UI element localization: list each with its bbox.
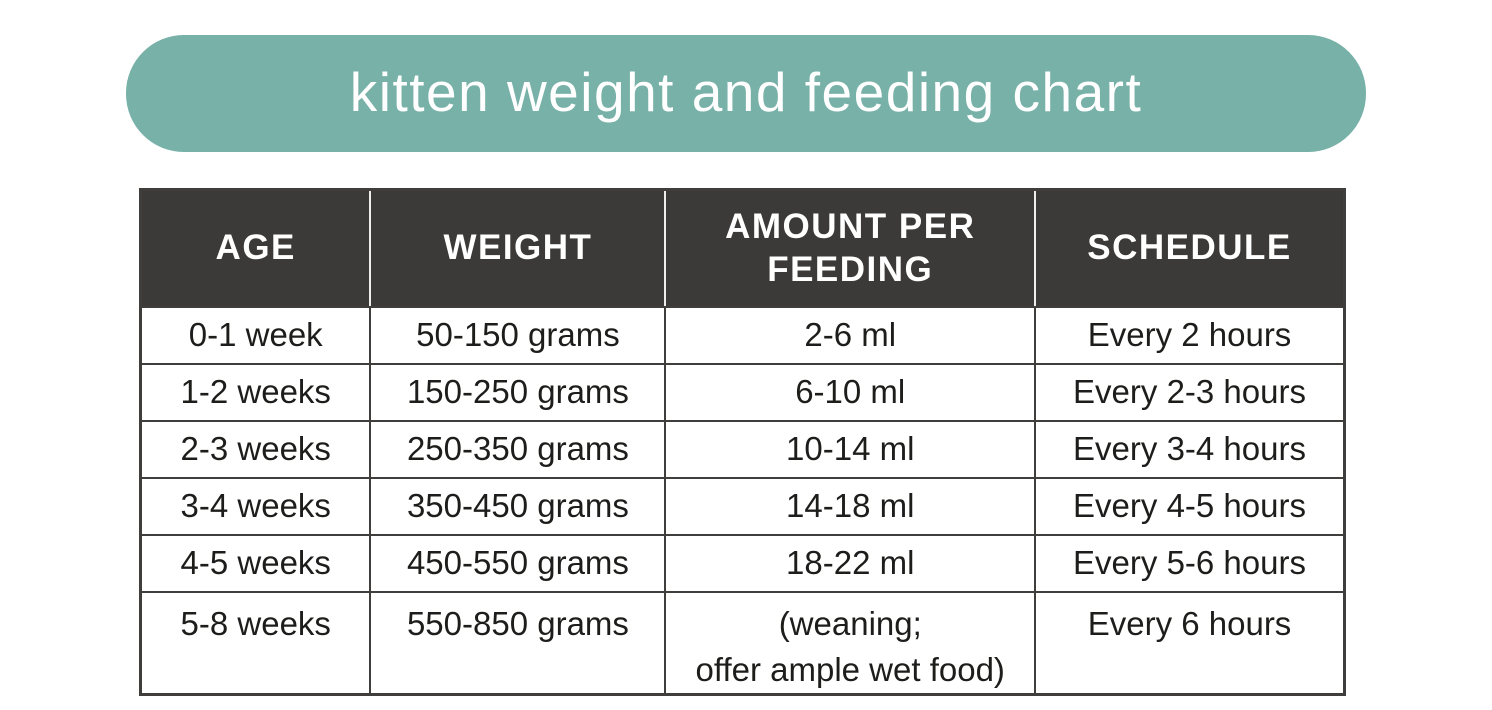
cell-weight-text: 250-350 grams [406,429,629,467]
title-banner: kitten weight and feeding chart [126,35,1366,152]
cell-amount: 10-14 ml [664,419,1037,479]
cell-schedule: Every 6 hours [1034,590,1346,696]
cell-age-text: 5-8 weeks [180,604,331,642]
cell-weight: 450-550 grams [369,533,667,593]
cell-amount: 14-18 ml [664,476,1037,536]
cell-schedule: Every 5-6 hours [1034,533,1346,593]
cell-age: 2-3 weeks [139,419,372,479]
table-body: 0-1 week 50-150 grams 2-6 ml Every 2 hou… [139,305,1346,696]
cell-weight: 150-250 grams [369,362,667,422]
header-row: AGE WEIGHT AMOUNT PER FEEDING SCHEDULE [140,189,1345,308]
cell-weight: 550-850 grams [369,590,667,696]
cell-age-text: 4-5 weeks [180,543,331,581]
cell-age-text: 0-1 week [188,315,323,353]
cell-age-text: 2-3 weeks [180,429,331,467]
cell-weight: 250-350 grams [369,419,667,479]
cell-weight: 50-150 grams [369,305,667,365]
cell-age: 4-5 weeks [139,533,372,593]
cell-schedule: Every 4-5 hours [1034,476,1346,536]
cell-schedule-text: Every 5-6 hours [1073,543,1306,581]
cell-schedule: Every 2 hours [1034,305,1346,365]
cell-amount-text: 18-22 ml [786,543,915,581]
header-cell-weight: WEIGHT [369,189,666,308]
table-row: 3-4 weeks 350-450 grams 14-18 ml Every 4… [139,476,1346,536]
header-cell-age: AGE [140,189,371,308]
cell-schedule-text: Every 2 hours [1087,315,1292,353]
cell-amount-text: 2-6 ml [804,315,897,353]
cell-amount-text: 6-10 ml [795,372,906,410]
table-row: 1-2 weeks 150-250 grams 6-10 ml Every 2-… [139,362,1346,422]
cell-amount-text: (weaning; offer ample wet food) [695,604,1005,688]
cell-schedule-text: Every 3-4 hours [1073,429,1306,467]
cell-weight-text: 450-550 grams [406,543,629,581]
cell-weight-text: 350-450 grams [406,486,629,524]
cell-amount: 18-22 ml [664,533,1037,593]
cell-age: 5-8 weeks [139,590,372,696]
cell-amount: 6-10 ml [664,362,1037,422]
cell-amount: (weaning; offer ample wet food) [664,590,1037,696]
header-cell-schedule: SCHEDULE [1034,189,1345,308]
cell-weight-text: 50-150 grams [416,315,620,353]
cell-weight-text: 550-850 grams [406,604,629,642]
feeding-table: AGE WEIGHT AMOUNT PER FEEDING SCHEDULE 0… [139,188,1346,696]
cell-schedule: Every 2-3 hours [1034,362,1346,422]
cell-age: 1-2 weeks [139,362,372,422]
cell-age: 0-1 week [139,305,372,365]
cell-amount: 2-6 ml [664,305,1037,365]
cell-age-text: 1-2 weeks [180,372,331,410]
table-header: AGE WEIGHT AMOUNT PER FEEDING SCHEDULE [140,189,1345,308]
cell-age-text: 3-4 weeks [180,486,331,524]
cell-amount-text: 14-18 ml [786,486,915,524]
cell-schedule-text: Every 6 hours [1087,604,1292,642]
cell-weight-text: 150-250 grams [406,372,629,410]
header-cell-amount-per-feeding: AMOUNT PER FEEDING [664,189,1036,308]
page-title: kitten weight and feeding chart [349,60,1143,123]
table-row: 0-1 week 50-150 grams 2-6 ml Every 2 hou… [139,305,1346,365]
cell-schedule-text: Every 2-3 hours [1073,372,1306,410]
cell-amount-text: 10-14 ml [786,429,915,467]
table-row: 5-8 weeks 550-850 grams (weaning; offer … [139,590,1346,696]
cell-age: 3-4 weeks [139,476,372,536]
table-row: 4-5 weeks 450-550 grams 18-22 ml Every 5… [139,533,1346,593]
cell-schedule: Every 3-4 hours [1034,419,1346,479]
cell-weight: 350-450 grams [369,476,667,536]
cell-schedule-text: Every 4-5 hours [1073,486,1306,524]
table-row: 2-3 weeks 250-350 grams 10-14 ml Every 3… [139,419,1346,479]
